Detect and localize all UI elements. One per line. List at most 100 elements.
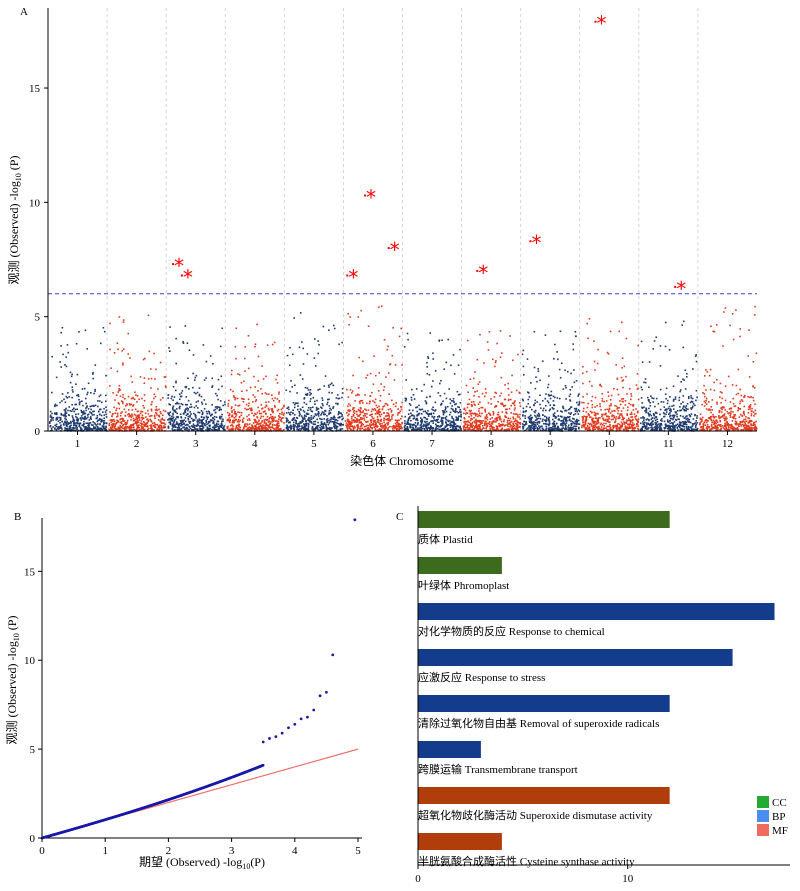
snp-point <box>136 394 139 397</box>
snp-point <box>193 424 196 427</box>
snp-point <box>183 426 185 428</box>
snp-point <box>374 398 377 401</box>
snp-point <box>119 421 122 424</box>
snp-point <box>628 424 630 426</box>
snp-point <box>119 426 121 429</box>
snp-point <box>87 408 90 410</box>
snp-point <box>581 424 583 427</box>
snp-point <box>560 424 562 426</box>
snp-point <box>278 415 280 417</box>
snp-point <box>584 424 586 426</box>
snp-point <box>49 410 52 413</box>
snp-point <box>648 361 651 363</box>
snp-point <box>64 412 66 415</box>
snp-point <box>249 428 251 431</box>
snp-point <box>201 421 203 423</box>
snp-point <box>608 416 610 418</box>
snp-point <box>301 425 303 427</box>
snp-point <box>134 418 137 421</box>
snp-point <box>571 428 574 431</box>
snp-point <box>709 415 712 418</box>
snp-point <box>610 394 613 397</box>
snp-point <box>425 427 428 430</box>
snp-point <box>264 406 267 409</box>
snp-point <box>415 406 417 409</box>
snp-point <box>182 340 184 343</box>
snp-point <box>485 420 487 423</box>
snp-point <box>621 416 624 419</box>
snp-point <box>564 424 567 426</box>
snp-point <box>71 373 73 376</box>
snp-point <box>180 422 183 425</box>
snp-point <box>407 429 409 431</box>
snp-point <box>478 407 480 410</box>
snp-point <box>473 394 475 397</box>
snp-point <box>567 408 570 411</box>
snp-point <box>261 392 264 395</box>
snp-point <box>124 428 126 431</box>
snp-point <box>536 423 539 425</box>
snp-point <box>466 406 469 409</box>
snp-point <box>131 413 133 416</box>
snp-point <box>555 422 558 425</box>
snp-point <box>94 429 97 432</box>
snp-point <box>70 375 73 378</box>
snp-point <box>277 408 280 411</box>
snp-point <box>351 420 353 422</box>
snp-point <box>140 424 142 427</box>
snp-point <box>597 420 599 423</box>
snp-point <box>59 361 62 363</box>
snp-point <box>307 406 310 409</box>
snp-point <box>600 426 603 428</box>
snp-point <box>309 419 311 421</box>
snp-point <box>473 403 476 406</box>
snp-point <box>242 400 245 403</box>
snp-point <box>81 424 84 427</box>
snp-point <box>322 325 325 328</box>
snp-point <box>659 345 662 347</box>
snp-point <box>394 419 397 422</box>
snp-point <box>596 422 599 425</box>
snp-point <box>504 384 506 386</box>
snp-point <box>624 399 627 402</box>
snp-point <box>237 405 239 407</box>
snp-point <box>120 412 122 414</box>
snp-point <box>227 425 229 428</box>
snp-point <box>92 410 94 413</box>
snp-point <box>447 420 450 423</box>
snp-point <box>256 416 258 418</box>
snp-point <box>305 403 308 406</box>
snp-point <box>655 336 658 339</box>
snp-point <box>153 421 156 424</box>
snp-point <box>237 424 239 427</box>
snp-point <box>138 426 141 429</box>
snp-point <box>59 421 61 424</box>
snp-point <box>133 428 136 431</box>
snp-point <box>78 422 81 425</box>
snp-point <box>396 421 398 424</box>
snp-point <box>176 412 179 415</box>
snp-point <box>260 415 263 418</box>
snp-point <box>536 421 538 424</box>
snp-point <box>56 413 58 416</box>
snp-point <box>271 409 274 412</box>
snp-point <box>349 404 352 407</box>
snp-point <box>243 423 246 426</box>
snp-point <box>135 420 138 423</box>
snp-point <box>349 389 352 391</box>
snp-point <box>564 369 566 372</box>
snp-point <box>454 423 456 426</box>
snp-point <box>453 422 455 425</box>
snp-point <box>120 421 123 423</box>
snp-point <box>404 399 407 402</box>
snp-point <box>257 427 260 429</box>
snp-point <box>359 421 362 424</box>
snp-point <box>226 411 229 414</box>
snp-point <box>408 409 411 412</box>
snp-point <box>463 421 465 423</box>
snp-point <box>243 398 245 400</box>
snp-point <box>572 426 574 429</box>
snp-point <box>539 426 541 429</box>
snp-point <box>442 413 445 416</box>
snp-point <box>176 426 179 429</box>
